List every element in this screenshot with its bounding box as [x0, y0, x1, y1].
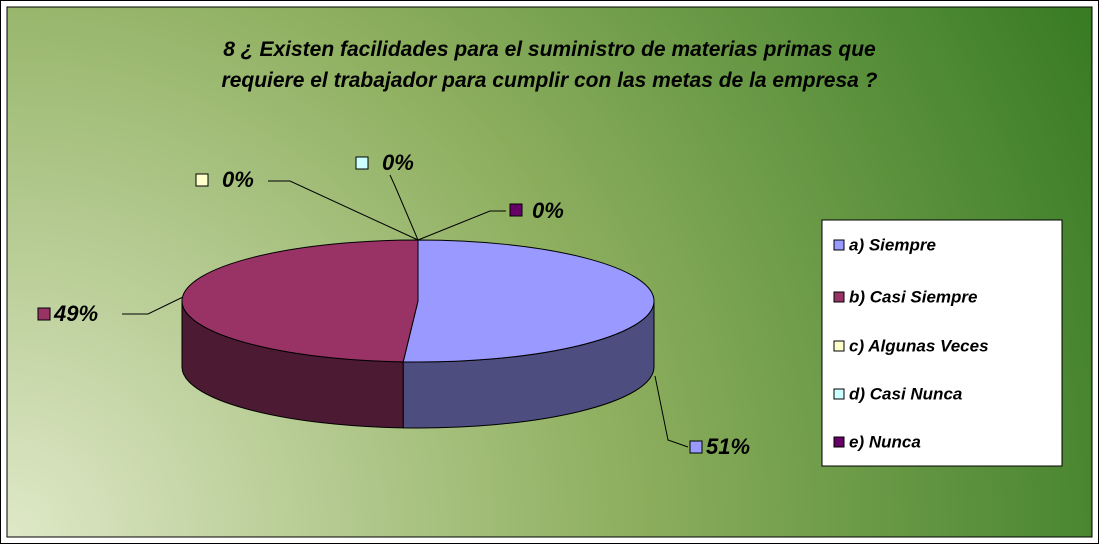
- data-label: 0%: [382, 150, 414, 175]
- pie-slice: [402, 239, 655, 363]
- legend-swatch: [833, 239, 845, 251]
- legend-swatch: [833, 340, 845, 352]
- data-label: 0%: [222, 167, 254, 192]
- legend-label: a) Siempre: [849, 235, 936, 254]
- label-swatch: [195, 173, 209, 187]
- legend-label: d) Casi Nunca: [849, 384, 962, 403]
- legend-label: c) Algunas Veces: [849, 336, 989, 355]
- label-swatch: [509, 203, 523, 217]
- data-label: 51%: [706, 434, 750, 459]
- legend-swatch: [833, 291, 845, 303]
- legend-swatch: [833, 388, 845, 400]
- legend-swatch: [833, 436, 845, 448]
- leader-line: [654, 375, 689, 448]
- label-swatch: [689, 440, 703, 454]
- legend-box: [821, 219, 1063, 467]
- legend-label: e) Nunca: [849, 432, 921, 451]
- leader-line: [122, 296, 184, 315]
- data-label: 49%: [53, 301, 98, 326]
- legend-label: b) Casi Siempre: [849, 287, 978, 306]
- label-swatch: [37, 307, 51, 321]
- chart-title: 8 ¿ Existen facilidades para el suminist…: [221, 38, 878, 92]
- leader-line: [268, 180, 419, 241]
- leader-line: [417, 210, 506, 241]
- data-label: 0%: [532, 198, 564, 223]
- pie: [181, 239, 655, 429]
- leader-line: [389, 174, 419, 241]
- label-swatch: [355, 156, 369, 170]
- pie-slice: [181, 239, 419, 363]
